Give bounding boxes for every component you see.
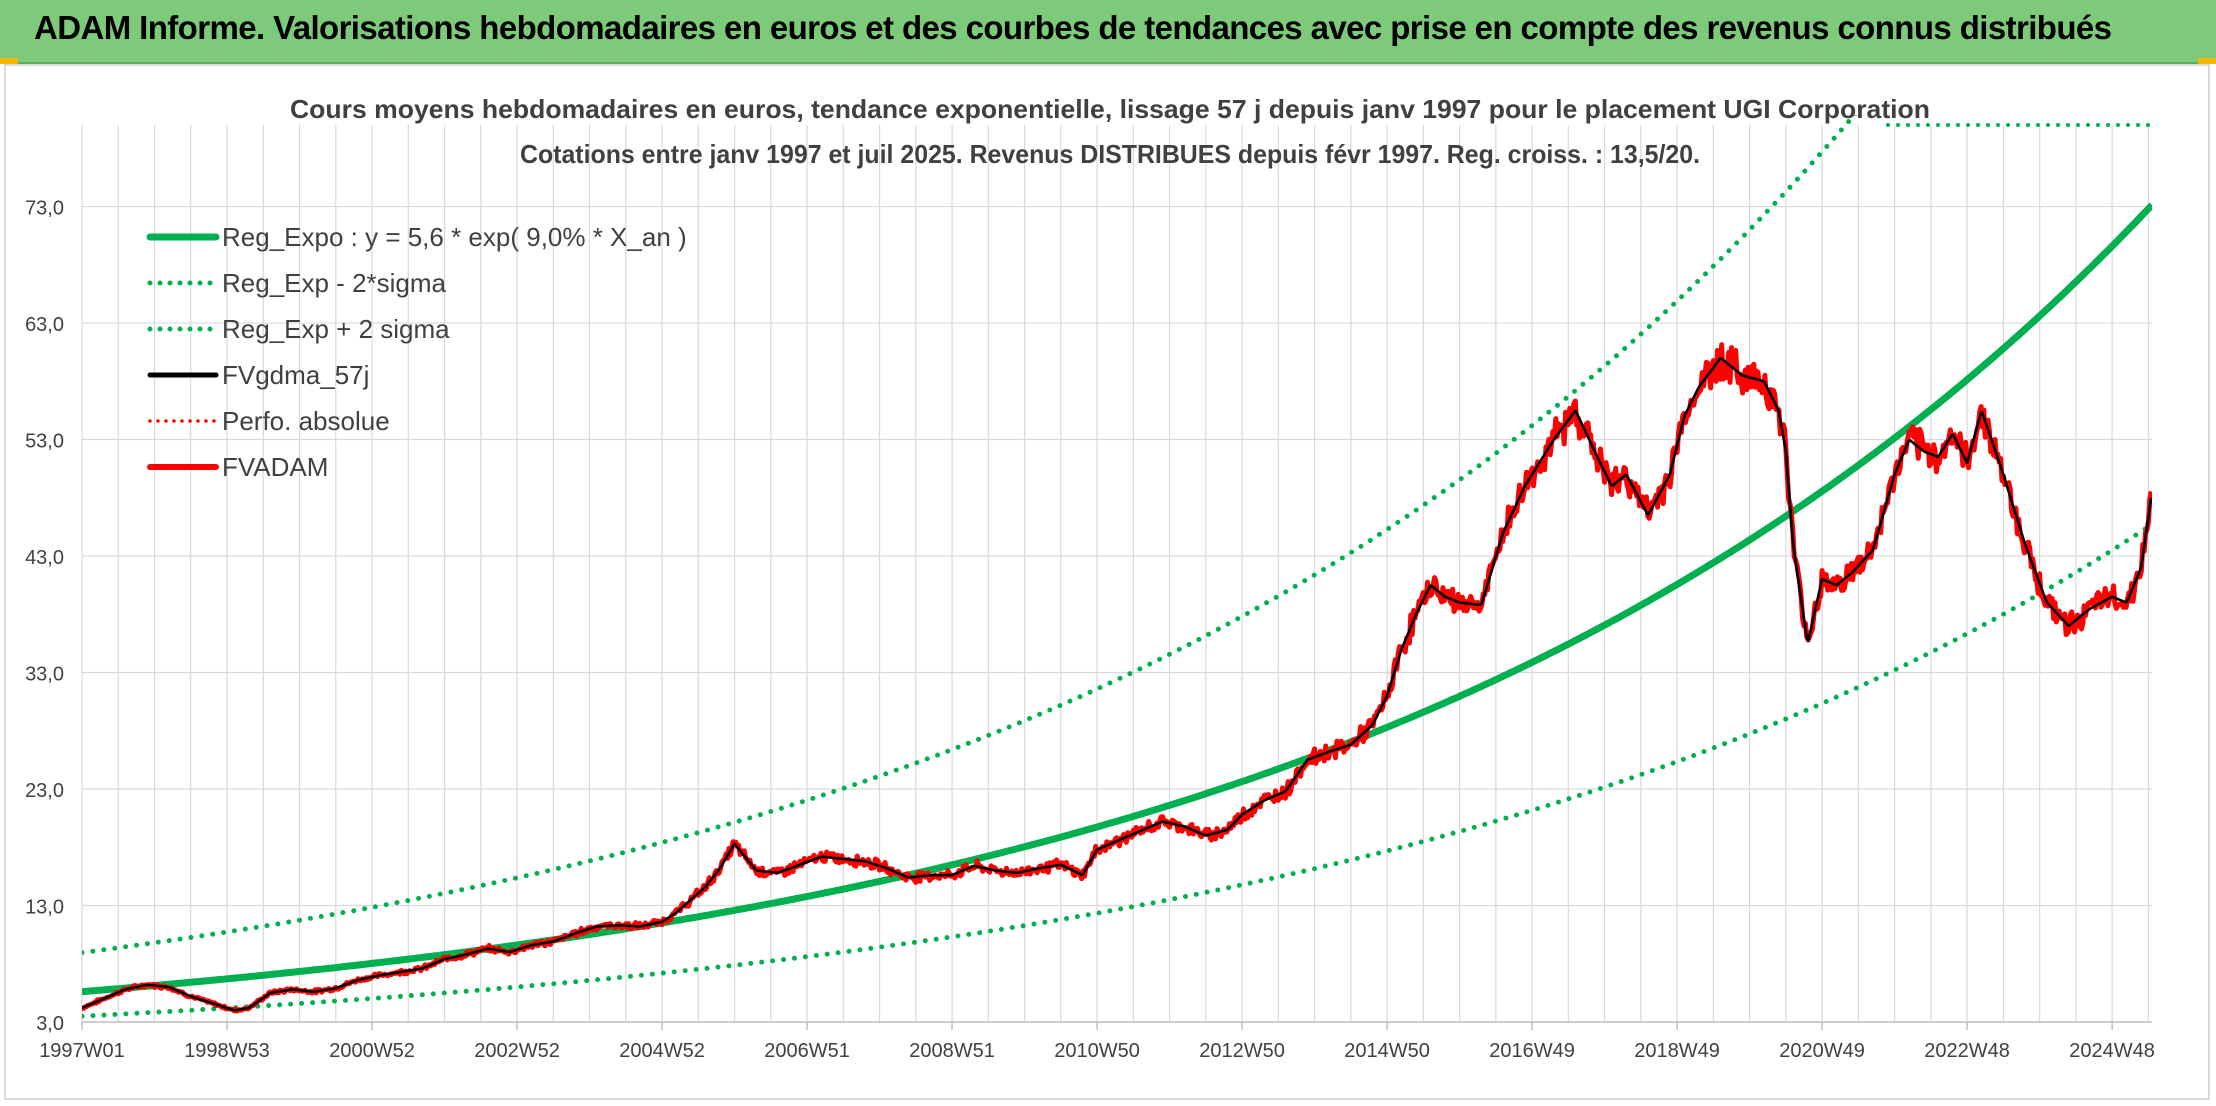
- corner-marker-right: [2198, 58, 2216, 64]
- legend-label: Reg_Exp - 2*sigma: [222, 268, 447, 298]
- chart-frame: [4, 64, 2210, 1100]
- legend-label: Reg_Expo : y = 5,6 * exp( 9,0% * X_an ): [222, 222, 687, 252]
- x-tick-label: 2000W52: [329, 1040, 415, 1062]
- legend-label: FVADAM: [222, 452, 328, 482]
- legend-label: Reg_Exp + 2 sigma: [222, 314, 450, 344]
- series-layer: [82, 115, 2152, 1019]
- series-reg-exp-minus-2-sigma: [82, 522, 2152, 1019]
- x-tick-label: 2008W51: [909, 1040, 995, 1062]
- x-tick-label: 2018W49: [1634, 1040, 1720, 1062]
- x-tick-label: 2010W50: [1054, 1040, 1140, 1062]
- x-tick-label: 2012W50: [1199, 1040, 1285, 1062]
- x-tick-label: 1997W01: [39, 1040, 125, 1062]
- x-tick-label: 2002W52: [474, 1040, 560, 1062]
- chart-title: Cours moyens hebdomadaires en euros, ten…: [290, 94, 1930, 124]
- x-tick-label: 2022W48: [1924, 1040, 2010, 1062]
- x-tick-label: 2016W49: [1489, 1040, 1575, 1062]
- x-tick-label: 2020W49: [1779, 1040, 1865, 1062]
- y-tick-label: 23,0: [25, 780, 64, 802]
- x-tick-label: 2014W50: [1344, 1040, 1430, 1062]
- corner-marker-left: [0, 58, 18, 64]
- grid: [81, 125, 2152, 1023]
- y-tick-label: 33,0: [25, 664, 64, 686]
- x-tick-label: 2004W52: [619, 1040, 705, 1062]
- banner-title: ADAM Informe. Valorisations hebdomadaire…: [34, 9, 2112, 46]
- y-tick-label: 63,0: [25, 314, 64, 336]
- chart-subtitle: Cotations entre janv 1997 et juil 2025. …: [520, 139, 1700, 169]
- series-reg-exp-plus-2-sigma: [82, 115, 1858, 956]
- series-reg-expo: [82, 202, 2152, 996]
- series-fvadam: [82, 342, 2152, 1014]
- axes: 3,0 13,0 23,0 33,0 43,0 53,0 63,0 73,0 1997W01 19…: [25, 123, 2155, 1062]
- y-tick-label: 13,0: [25, 897, 64, 919]
- x-tick-label: 2024W48: [2069, 1040, 2155, 1062]
- x-tick-label: 1998W53: [184, 1040, 270, 1062]
- x-tick-label: 2006W51: [764, 1040, 850, 1062]
- report-banner: ADAM Informe. Valorisations hebdomadaire…: [0, 0, 2216, 64]
- y-tick-label: 53,0: [25, 431, 64, 453]
- legend: Reg_Expo : y = 5,6 * exp( 9,0% * X_an ) R…: [146, 222, 687, 482]
- y-tick-label: 3,0: [36, 1013, 64, 1035]
- legend-label: FVgdma_57j: [222, 360, 369, 390]
- y-tick-label: 43,0: [25, 547, 64, 569]
- y-tick-label: 73,0: [25, 198, 64, 220]
- legend-label: Perfo. absolue: [222, 406, 390, 436]
- series-fvgdma-57j: [82, 357, 2152, 1012]
